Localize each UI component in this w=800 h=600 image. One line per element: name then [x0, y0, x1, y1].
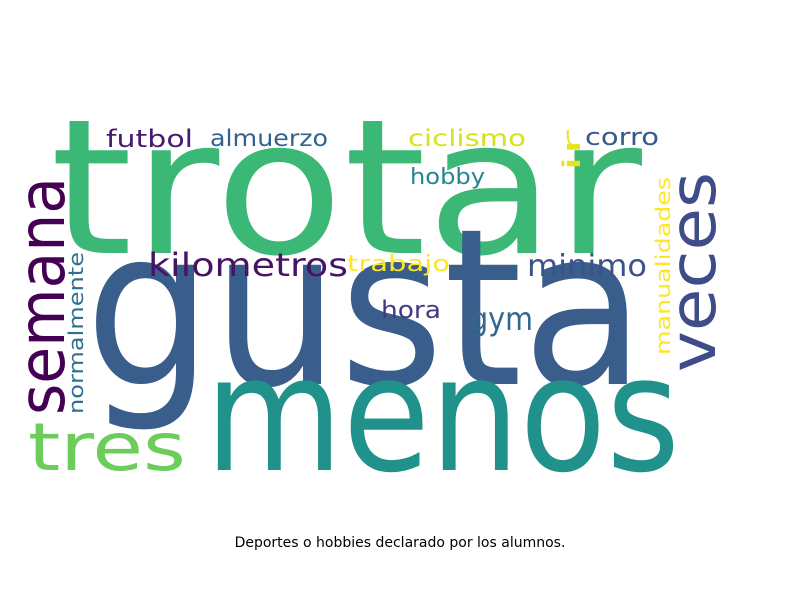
word-hobby: hobby: [410, 165, 485, 190]
word-trotar: trotar: [50, 79, 643, 298]
figure-caption: Deportes o hobbies declarado por los alu…: [234, 535, 566, 551]
word-hora: hora: [381, 296, 441, 324]
word-corro: corro: [585, 123, 659, 151]
word-tres: tres: [28, 409, 186, 486]
word-trabajo: trabajo: [347, 252, 450, 277]
word-almuerzo: almuerzo: [210, 126, 328, 152]
word-gusta: gusta: [85, 183, 645, 436]
word-minimo: minimo: [527, 249, 647, 284]
word-normalmente: normalmente: [64, 252, 88, 414]
word-menos: menos: [205, 321, 680, 508]
word-veces: veces: [657, 172, 731, 372]
word-ir: ir: [558, 130, 586, 172]
word-semana: semana: [6, 177, 80, 415]
word-kilometros: kilometros: [148, 246, 348, 284]
word-futbol: futbol: [106, 125, 193, 153]
word-ciclismo: ciclismo: [408, 126, 526, 152]
word-manualidades: manualidades: [651, 177, 675, 355]
word-gym: gym: [470, 300, 533, 338]
